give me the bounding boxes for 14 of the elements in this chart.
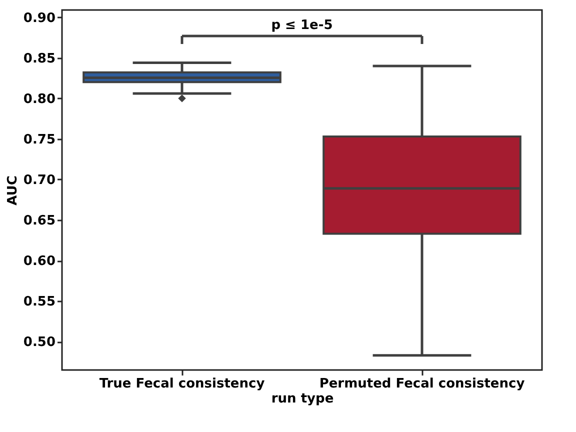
y-axis-title: AUC: [5, 176, 20, 206]
y-tick-label: 0.90: [23, 10, 56, 26]
annotation: p ≤ 1e-5: [271, 18, 333, 33]
x-tick-label: Permuted Fecal consistency: [319, 376, 526, 392]
y-tick-label: 0.50: [23, 335, 56, 350]
y-tick-label: 0.75: [23, 132, 56, 148]
y-tick-label: 0.85: [23, 51, 56, 66]
y-tick-label: 0.60: [23, 254, 56, 270]
x-axis-title: run type: [271, 392, 334, 406]
y-tick-label: 0.55: [23, 294, 56, 310]
y-tick-label: 0.65: [23, 214, 56, 228]
x-tick-label: True Fecal consistency: [99, 376, 266, 392]
y-tick-label: 0.80: [23, 92, 56, 107]
y-tick-label: 0.70: [23, 172, 56, 188]
